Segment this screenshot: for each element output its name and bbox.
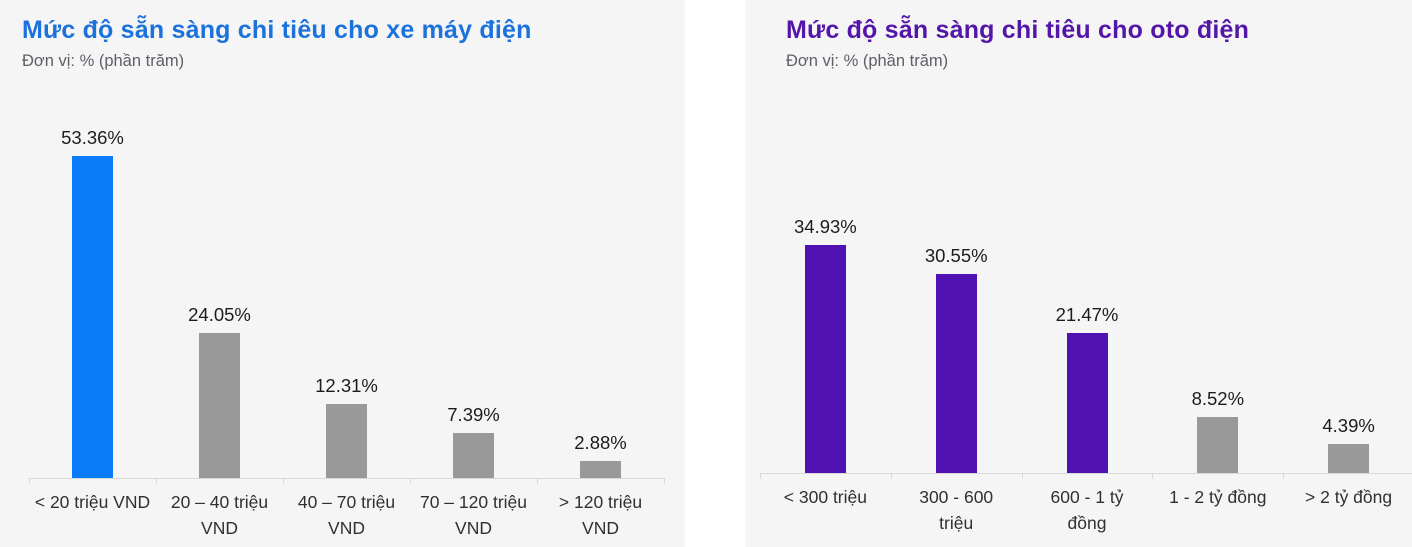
bar xyxy=(580,461,621,478)
bar-value-label: 34.93% xyxy=(794,216,857,237)
bar-value-label: 24.05% xyxy=(188,304,251,325)
car-chart-plot: 34.93% < 300 triệu 30.55% 300 - 600 triệu 21… xyxy=(745,0,1412,547)
category-label: 300 - 600 triệu xyxy=(919,487,994,533)
category-label: < 20 triệu VND xyxy=(34,492,151,512)
category-label: 70 – 120 triệu VND xyxy=(419,492,528,538)
bar xyxy=(1328,444,1370,473)
bar xyxy=(326,404,367,478)
x-axis-tick xyxy=(410,478,411,484)
bar xyxy=(72,156,113,478)
x-axis-tick xyxy=(156,478,157,484)
motorbike-chart-panel: Mức độ sẵn sàng chi tiêu cho xe máy điện… xyxy=(0,0,685,547)
category-label: > 2 tỷ đồng xyxy=(1305,487,1393,507)
car-chart-header: Mức độ sẵn sàng chi tiêu cho oto điện Đơ… xyxy=(786,15,1249,72)
x-axis-tick xyxy=(664,478,665,484)
bar-value-label: 2.88% xyxy=(574,432,627,453)
car-chart-title: Mức độ sẵn sàng chi tiêu cho oto điện xyxy=(786,16,1250,44)
x-axis-tick xyxy=(537,478,538,484)
bar xyxy=(804,245,846,473)
category-label: 20 – 40 triệu VND xyxy=(170,492,269,538)
bar-value-label: 7.39% xyxy=(447,404,500,425)
bar-value-label: 30.55% xyxy=(924,245,988,266)
x-axis-tick xyxy=(1152,473,1154,479)
bar xyxy=(1197,417,1239,473)
motorbike-chart-subtitle: Đơn vị: % (phần trăm) xyxy=(22,52,185,70)
category-label: 40 – 70 triệu VND xyxy=(297,492,396,538)
bar xyxy=(453,433,494,478)
bar xyxy=(1066,333,1108,473)
x-axis-tick xyxy=(890,473,892,479)
bar-value-label: 21.47% xyxy=(1055,304,1119,325)
x-axis-line xyxy=(760,473,1412,474)
motorbike-chart-header: Mức độ sẵn sàng chi tiêu cho xe máy điện… xyxy=(22,15,532,72)
x-axis-tick xyxy=(1283,473,1285,479)
motorbike-chart-title: Mức độ sẵn sàng chi tiêu cho xe máy điện xyxy=(22,16,532,44)
category-label: > 120 triệu VND xyxy=(558,492,643,538)
x-axis-line xyxy=(29,478,664,479)
car-chart-subtitle: Đơn vị: % (phần trăm) xyxy=(786,52,949,70)
bar-value-label: 12.31% xyxy=(315,375,378,396)
bar xyxy=(199,333,240,478)
bar xyxy=(935,274,977,473)
x-axis-tick xyxy=(1021,473,1023,479)
x-axis-tick xyxy=(760,473,761,479)
motorbike-chart-plot: 53.36% < 20 triệu VND 24.05% 20 – 40 triệu … xyxy=(0,0,685,547)
x-axis-tick xyxy=(29,478,30,484)
category-label: < 300 triệu xyxy=(783,487,867,507)
bar-value-label: 53.36% xyxy=(61,127,124,148)
category-label: 1 - 2 tỷ đồng xyxy=(1169,487,1267,507)
category-label: 600 - 1 tỷ đồng xyxy=(1050,487,1124,533)
x-axis-tick xyxy=(283,478,284,484)
bar-value-label: 4.39% xyxy=(1322,415,1375,436)
bar-value-label: 8.52% xyxy=(1191,388,1245,409)
car-chart-panel: Mức độ sẵn sàng chi tiêu cho oto điện Đơ… xyxy=(745,0,1412,547)
